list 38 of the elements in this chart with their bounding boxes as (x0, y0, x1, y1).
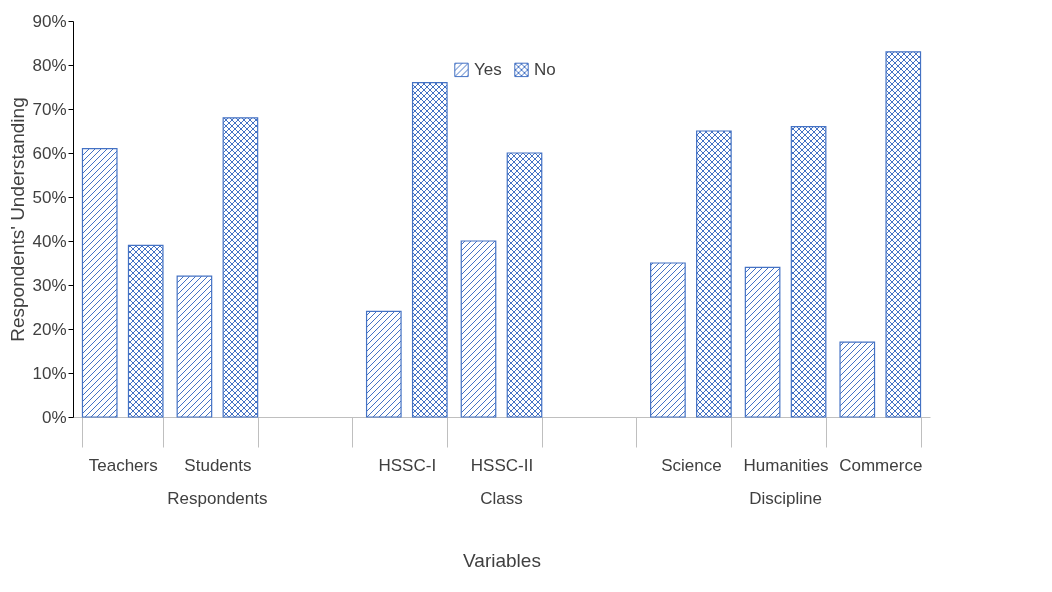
y-tick-label: 60% (32, 143, 67, 163)
bar (460, 240, 497, 418)
bar (650, 262, 686, 418)
bar (222, 117, 259, 418)
y-tick-label: 30% (32, 275, 67, 295)
bar (81, 148, 118, 418)
y-tick-label: 40% (32, 231, 67, 251)
text: Class (480, 489, 523, 508)
x-axis-title: Variables (463, 549, 541, 571)
y-tick-label: 0% (41, 407, 67, 427)
bar (744, 266, 781, 418)
bar (506, 152, 543, 418)
bar (885, 51, 922, 418)
bar (696, 130, 732, 418)
x-tick-label: Teachers (88, 455, 158, 475)
y-tick-label: 50% (32, 187, 67, 207)
y-tick-label: 20% (32, 319, 67, 339)
y-tick-label: 10% (32, 363, 67, 383)
bar (790, 126, 827, 418)
y-tick-label: 80% (32, 55, 67, 75)
x-tick-label: Science (661, 455, 722, 475)
legend-label: No (534, 59, 556, 79)
legend-label: Yes (474, 59, 502, 79)
text: Respondents (167, 489, 268, 508)
y-tick-label: 90% (32, 11, 67, 31)
x-tick-label: HSSC-I (378, 455, 437, 475)
text: Discipline (749, 489, 822, 508)
x-tick-label: Commerce (839, 455, 923, 475)
bar (127, 244, 164, 418)
y-tick-label: 70% (32, 99, 67, 119)
bar (411, 82, 448, 418)
x-tick-label: Humanities (743, 455, 829, 475)
bar (176, 275, 213, 418)
y-axis-title: Respondents' Understanding (7, 97, 29, 342)
bar (365, 310, 402, 418)
x-tick-label: Students (184, 455, 252, 475)
bar (839, 341, 876, 418)
x-tick-label: HSSC-II (470, 455, 534, 475)
